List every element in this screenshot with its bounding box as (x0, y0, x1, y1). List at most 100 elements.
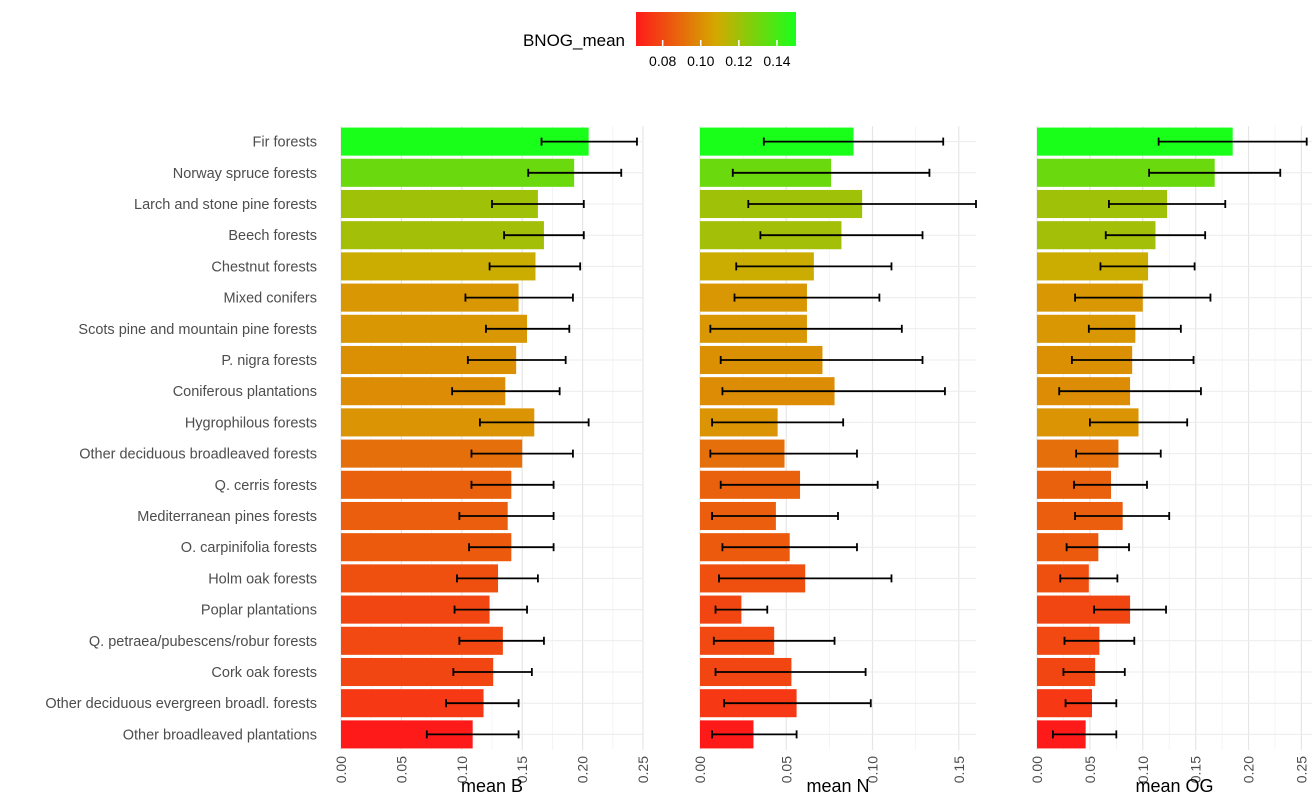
error-bar (470, 449, 574, 458)
x-tick-label: 0.20 (1241, 756, 1257, 783)
error-bar (1074, 512, 1171, 520)
category-label: Mixed conifers (224, 291, 317, 307)
gridlines (340, 126, 644, 750)
x-tick-label: 0.05 (778, 756, 794, 783)
error-bar (714, 605, 769, 614)
error-bar (468, 543, 555, 552)
panel-mean-b: 0.00 0.05 0.10 0.15 0.20 0.25 mean B (333, 126, 651, 796)
error-bar (711, 730, 798, 739)
error-bar (445, 699, 520, 708)
category-label: Holm oak forests (208, 571, 317, 587)
error-bar (759, 231, 924, 240)
error-bar (723, 699, 872, 708)
error-bar (458, 636, 545, 645)
error-bar (1059, 574, 1119, 583)
error-bar (735, 262, 893, 271)
category-label: Cork oak forests (211, 665, 317, 681)
category-label: Larch and stone pine forests (134, 197, 317, 213)
legend-tick-label: 0.14 (763, 53, 790, 69)
category-label: Q. cerris forests (215, 478, 317, 494)
x-tick-label: 0.25 (635, 756, 651, 783)
x-axis-title: mean OG (1135, 776, 1213, 796)
category-label: Other deciduous evergreen broadl. forest… (45, 696, 317, 712)
error-bars (425, 137, 638, 739)
error-bar (719, 480, 879, 489)
error-bar (709, 449, 858, 458)
category-label: Scots pine and mountain pine forests (78, 322, 317, 338)
x-tick-label: 0.20 (575, 756, 591, 783)
x-tick-label: 0.15 (951, 756, 967, 783)
error-bar (464, 293, 574, 302)
legend-tick-label: 0.10 (687, 53, 714, 69)
x-tick-label: 0.10 (865, 756, 881, 783)
error-bar (721, 543, 858, 552)
category-label: Other broadleaved plantations (123, 727, 317, 743)
error-bar (1087, 324, 1182, 333)
color-legend: BNOG_mean 0.08 0.10 0.12 0.14 (523, 12, 796, 69)
bars (1037, 127, 1233, 749)
error-bar (1148, 168, 1282, 177)
error-bar (456, 574, 539, 583)
category-label: Hygrophilous forests (185, 415, 317, 431)
error-bar (479, 418, 590, 427)
error-bar (485, 324, 571, 333)
category-label: Other deciduous broadleaved forests (79, 447, 317, 463)
legend-ticks: 0.08 0.10 0.12 0.14 (649, 40, 791, 69)
category-label: P. nigra forests (221, 353, 317, 369)
error-bar (540, 137, 638, 146)
category-label: Chestnut forests (211, 259, 317, 275)
error-bar (488, 262, 582, 271)
error-bar (762, 137, 945, 146)
error-bar (451, 387, 561, 396)
category-label: O. carpinifolia forests (181, 540, 317, 556)
legend-tick-label: 0.12 (725, 53, 752, 69)
category-label: Beech forests (228, 228, 317, 244)
error-bar (747, 200, 977, 208)
error-bar (1108, 200, 1227, 208)
error-bar (1157, 137, 1308, 146)
legend-colorbar (636, 12, 796, 46)
error-bar (721, 387, 946, 396)
error-bar (1051, 730, 1118, 739)
category-labels: Fir forests Norway spruce forests Larch an… (45, 135, 317, 744)
error-bar (712, 636, 836, 645)
gridlines (1036, 126, 1312, 750)
error-bar (1063, 636, 1136, 645)
error-bar (1074, 293, 1212, 302)
error-bar (711, 512, 839, 520)
panel-mean-n: 0.00 0.05 0.10 0.15 mean N (692, 126, 977, 796)
error-bar (491, 200, 585, 208)
error-bar (711, 418, 845, 427)
bars (341, 127, 589, 749)
error-bar (452, 668, 533, 676)
error-bar (1075, 449, 1162, 458)
error-bar (527, 168, 623, 177)
x-tick-label: 0.00 (692, 756, 708, 783)
category-label: Q. petraea/pubescens/robur forests (89, 634, 317, 650)
error-bar (470, 480, 555, 489)
gridlines (699, 126, 976, 750)
error-bars (709, 137, 977, 739)
category-label: Coniferous plantations (173, 384, 317, 400)
x-tick-label: 0.25 (1293, 756, 1309, 783)
legend-tick-label: 0.08 (649, 53, 676, 69)
error-bars (1051, 137, 1308, 739)
x-tick-label: 0.10 (454, 756, 470, 783)
x-tick-label: 0.10 (1135, 756, 1151, 783)
panel-mean-og: 0.00 0.05 0.10 0.15 0.20 0.25 mean OG (1029, 126, 1312, 796)
category-label: Norway spruce forests (173, 166, 317, 182)
x-axis-title: mean N (806, 776, 869, 796)
error-bar (1104, 231, 1207, 240)
bars (700, 127, 863, 749)
error-bar (1099, 262, 1196, 271)
error-bar (1062, 668, 1126, 676)
error-bar (719, 356, 924, 364)
error-bar (453, 605, 528, 614)
category-label: Mediterranean pines forests (137, 509, 317, 525)
error-bar (1065, 543, 1130, 552)
x-tick-label: 0.05 (1082, 756, 1098, 783)
error-bar (709, 324, 903, 333)
x-tick-labels: 0.00 0.05 0.10 0.15 0.20 0.25 (1029, 756, 1309, 783)
